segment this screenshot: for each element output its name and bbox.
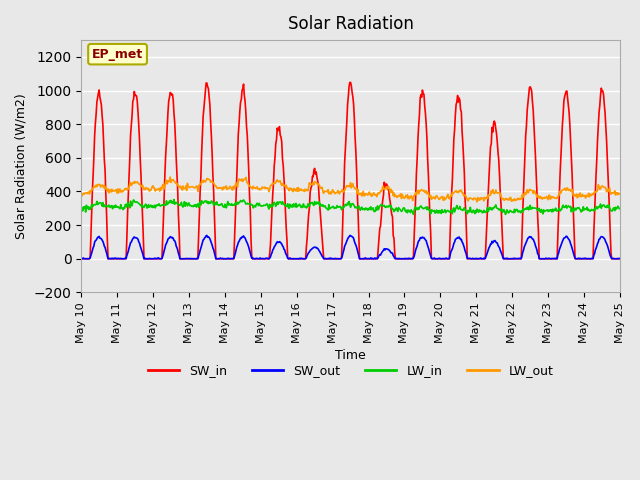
SW_out — [417, 235, 424, 241]
X-axis label: Time: Time — [335, 348, 366, 361]
SW_out — [616, 256, 623, 262]
LW_out — [198, 179, 205, 184]
LW_out — [473, 199, 481, 205]
SW_in — [225, 256, 233, 262]
LW_out — [227, 183, 234, 189]
LW_in — [87, 205, 95, 211]
LW_out — [432, 193, 440, 199]
LW_in — [616, 206, 623, 212]
SW_in — [432, 256, 440, 262]
SW_out — [227, 256, 234, 262]
LW_in — [432, 209, 440, 215]
Title: Solar Radiation: Solar Radiation — [287, 15, 413, 33]
LW_out — [77, 192, 85, 197]
LW_in — [227, 202, 234, 208]
LW_in — [417, 204, 424, 209]
LW_in — [77, 205, 85, 211]
LW_in — [170, 197, 178, 203]
Line: SW_in: SW_in — [81, 83, 620, 259]
SW_out — [143, 256, 150, 262]
SW_in — [87, 234, 95, 240]
SW_in — [417, 95, 424, 101]
SW_in — [77, 256, 85, 262]
SW_in — [616, 256, 623, 262]
SW_out — [432, 256, 440, 262]
LW_out — [616, 191, 623, 197]
Legend: SW_in, SW_out, LW_in, LW_out: SW_in, SW_out, LW_in, LW_out — [143, 359, 559, 382]
SW_out — [203, 232, 211, 238]
LW_out — [87, 189, 95, 194]
SW_out — [77, 256, 85, 262]
LW_out — [166, 174, 174, 180]
LW_out — [417, 188, 424, 194]
Line: SW_out: SW_out — [81, 235, 620, 259]
SW_in — [143, 256, 150, 262]
SW_in — [197, 173, 205, 179]
LW_in — [502, 212, 509, 217]
Text: EP_met: EP_met — [92, 48, 143, 60]
Line: LW_out: LW_out — [81, 177, 620, 202]
Line: LW_in: LW_in — [81, 200, 620, 215]
SW_in — [347, 80, 355, 85]
Y-axis label: Solar Radiation (W/m2): Solar Radiation (W/m2) — [15, 94, 28, 239]
LW_in — [143, 202, 150, 208]
LW_in — [198, 198, 205, 204]
SW_out — [87, 253, 95, 259]
LW_out — [143, 185, 150, 191]
SW_out — [197, 245, 205, 251]
